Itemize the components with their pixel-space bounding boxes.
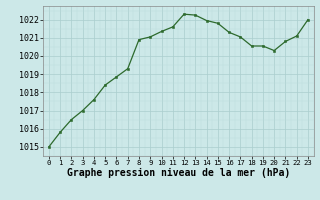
X-axis label: Graphe pression niveau de la mer (hPa): Graphe pression niveau de la mer (hPa) xyxy=(67,168,290,178)
